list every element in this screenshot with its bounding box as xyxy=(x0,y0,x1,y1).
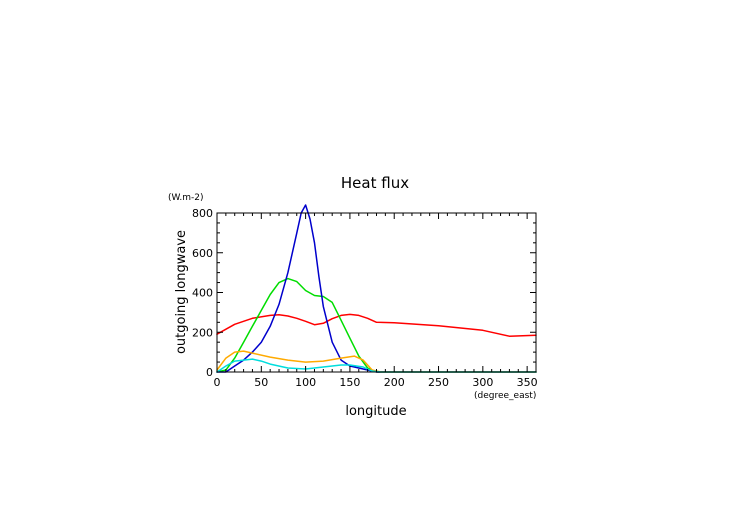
x-tick-label: 100 xyxy=(295,376,316,389)
chart-title: Heat flux xyxy=(341,174,409,192)
x-tick-label: 200 xyxy=(384,376,405,389)
series-line-0 xyxy=(216,313,537,337)
y-tick-label: 400 xyxy=(192,287,213,300)
x-axis-title: longitude xyxy=(345,404,406,419)
axis-ticks: 0 50 100 150 200 250 300 350 0 200 400 600 800 xyxy=(192,207,538,389)
y-tick-label: 800 xyxy=(192,207,213,220)
x-tick-label: 150 xyxy=(339,376,360,389)
x-tick-label: 0 xyxy=(214,376,221,389)
plot-frame xyxy=(216,212,537,373)
y-axis-unit: (W.m-2) xyxy=(168,193,204,203)
x-tick-label: 350 xyxy=(517,376,538,389)
x-tick-label: 300 xyxy=(472,376,493,389)
x-tick-label: 250 xyxy=(428,376,449,389)
y-tick-label: 0 xyxy=(206,366,213,379)
x-axis-unit: (degree_east) xyxy=(474,391,536,401)
y-tick-label: 600 xyxy=(192,247,213,260)
plot-area xyxy=(216,204,537,373)
y-axis-title: outgoing longwave xyxy=(174,230,189,354)
series-line-1 xyxy=(216,277,537,373)
y-tick-label: 200 xyxy=(192,326,213,339)
x-tick-label: 50 xyxy=(254,376,268,389)
series-line-2 xyxy=(216,204,537,373)
